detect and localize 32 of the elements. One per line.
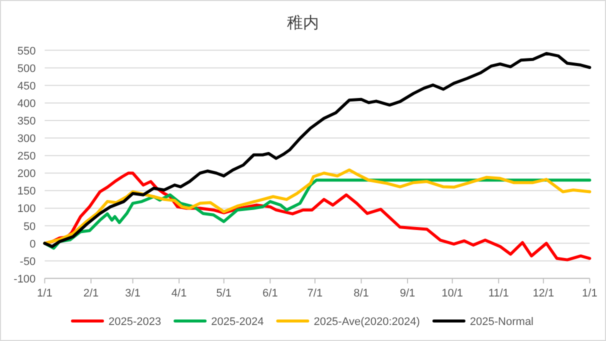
y-tick-label: -100: [14, 273, 36, 286]
y-tick-label: 500: [17, 62, 36, 75]
x-tick-label: 2/1: [83, 287, 99, 300]
y-tick-label: 300: [17, 133, 36, 146]
legend-label: 2025-2024: [211, 316, 264, 328]
x-tick-label: 9/1: [400, 287, 416, 300]
x-tick-label: 5/1: [216, 287, 232, 300]
x-tick-label: 6/1: [262, 287, 278, 300]
legend-label: 2025-2023: [108, 316, 162, 328]
legend-label: 2025-Ave(2020:2024): [314, 316, 420, 328]
y-tick-label: 0: [30, 238, 36, 250]
y-tick-label: 350: [17, 115, 36, 128]
x-tick-label: 4/1: [171, 287, 187, 300]
y-tick-label: 550: [17, 45, 36, 58]
y-tick-label: 200: [17, 168, 36, 180]
title: 稚内: [287, 15, 319, 32]
x-tick-label: 8/1: [354, 287, 369, 300]
x-tick-label: 7/1: [307, 287, 323, 300]
x-tick-label: 12/1: [532, 287, 554, 300]
y-tick-label: 100: [17, 203, 36, 216]
y-tick-label: 400: [17, 98, 36, 110]
x-tick-label: 1/1: [37, 287, 52, 300]
x-tick-label: 11/1: [488, 287, 509, 300]
y-tick-label: 50: [23, 220, 36, 233]
x-tick-label: 3/1: [125, 287, 140, 300]
y-tick-label: -50: [20, 256, 36, 268]
y-tick-label: 250: [17, 150, 36, 163]
legend-label: 2025-Normal: [470, 316, 534, 328]
y-tick-label: 150: [17, 186, 36, 198]
y-tick-label: 450: [17, 80, 36, 92]
x-tick-label: 10/1: [442, 287, 464, 300]
x-tick-label: 1/1: [582, 287, 598, 300]
